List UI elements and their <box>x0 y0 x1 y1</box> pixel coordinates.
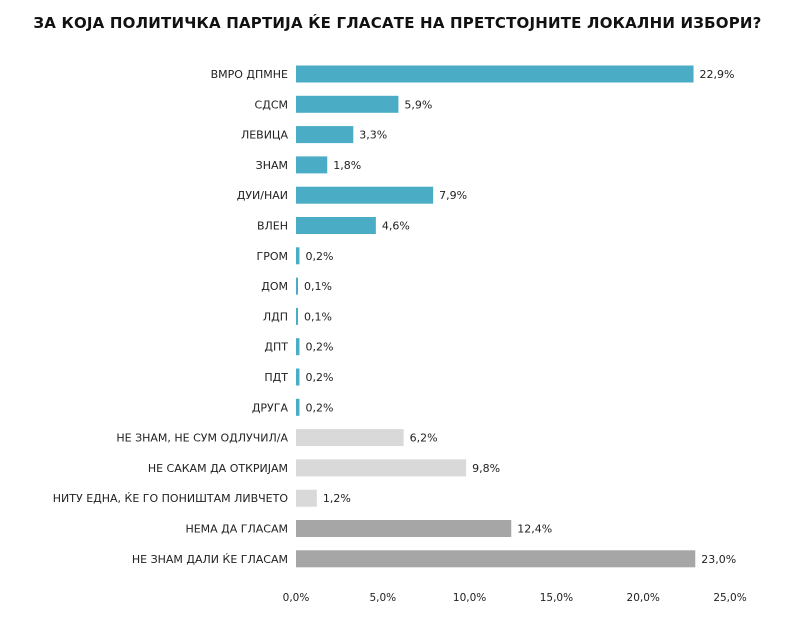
category-label: ДРУГА <box>252 401 289 414</box>
bar <box>296 398 300 416</box>
chart-title: ЗА КОЈА ПОЛИТИЧКА ПАРТИЈА ЌЕ ГЛАСАТЕ НА … <box>33 14 762 32</box>
bar <box>296 520 512 537</box>
x-tick-label: 25,0% <box>713 592 746 604</box>
category-label: ГРОМ <box>257 250 289 263</box>
data-label: 0,2% <box>305 250 333 263</box>
category-label: НЕ ЗНАМ ДАЛИ ЌЕ ГЛАСАМ <box>132 553 288 566</box>
category-label: ДПТ <box>264 341 288 354</box>
bar <box>296 368 300 386</box>
x-tick-label: 20,0% <box>627 592 660 604</box>
bar <box>296 307 298 325</box>
category-label: ВЛЕН <box>257 220 288 233</box>
category-label: ЗНАМ <box>256 159 288 172</box>
category-label: НЕМА ДА ГЛАСАМ <box>185 523 288 536</box>
bar <box>296 156 328 174</box>
data-label: 6,2% <box>410 432 438 445</box>
data-label: 4,6% <box>382 220 410 233</box>
data-label: 0,2% <box>305 341 333 354</box>
category-label: НИТУ ЕДНА, ЌЕ ГО ПОНИШТАМ ЛИВЧЕТО <box>53 492 289 505</box>
category-label: ПДТ <box>264 371 288 384</box>
data-label: 12,4% <box>517 523 552 536</box>
data-label: 9,8% <box>472 462 500 475</box>
bar <box>296 338 300 356</box>
data-label: 22,9% <box>700 68 735 81</box>
data-label: 1,2% <box>323 492 351 505</box>
x-tick-label: 0,0% <box>283 592 310 604</box>
data-label: 0,2% <box>305 401 333 414</box>
bar <box>296 186 434 204</box>
category-label: ДУИ/НАИ <box>237 189 288 202</box>
bar <box>296 217 376 234</box>
bar <box>296 126 354 144</box>
data-label: 23,0% <box>701 553 736 566</box>
data-label: 1,8% <box>333 159 361 172</box>
category-label: ВМРО ДПМНЕ <box>211 68 288 81</box>
data-label: 5,9% <box>404 98 432 111</box>
bar <box>296 277 298 295</box>
data-label: 0,1% <box>304 310 332 323</box>
data-label: 0,2% <box>305 371 333 384</box>
bar <box>296 489 317 507</box>
category-label: ДОМ <box>261 280 288 293</box>
bar <box>296 459 467 477</box>
data-label: 0,1% <box>304 280 332 293</box>
category-label: ЛЕВИЦА <box>241 129 289 142</box>
data-label: 3,3% <box>359 129 387 142</box>
x-tick-label: 5,0% <box>369 592 396 604</box>
bar <box>296 65 694 83</box>
data-label: 7,9% <box>439 189 467 202</box>
bar <box>296 550 696 568</box>
category-label: ЛДП <box>263 310 288 323</box>
bar <box>296 429 404 447</box>
category-label: СДСМ <box>255 98 288 111</box>
bar <box>296 247 300 265</box>
x-tick-label: 10,0% <box>453 592 486 604</box>
category-label: НЕ ЗНАМ, НЕ СУМ ОДЛУЧИЛ/А <box>116 432 288 445</box>
category-label: НЕ САКАМ ДА ОТКРИЈАМ <box>148 462 288 475</box>
x-tick-label: 15,0% <box>540 592 573 604</box>
bar <box>296 95 399 113</box>
